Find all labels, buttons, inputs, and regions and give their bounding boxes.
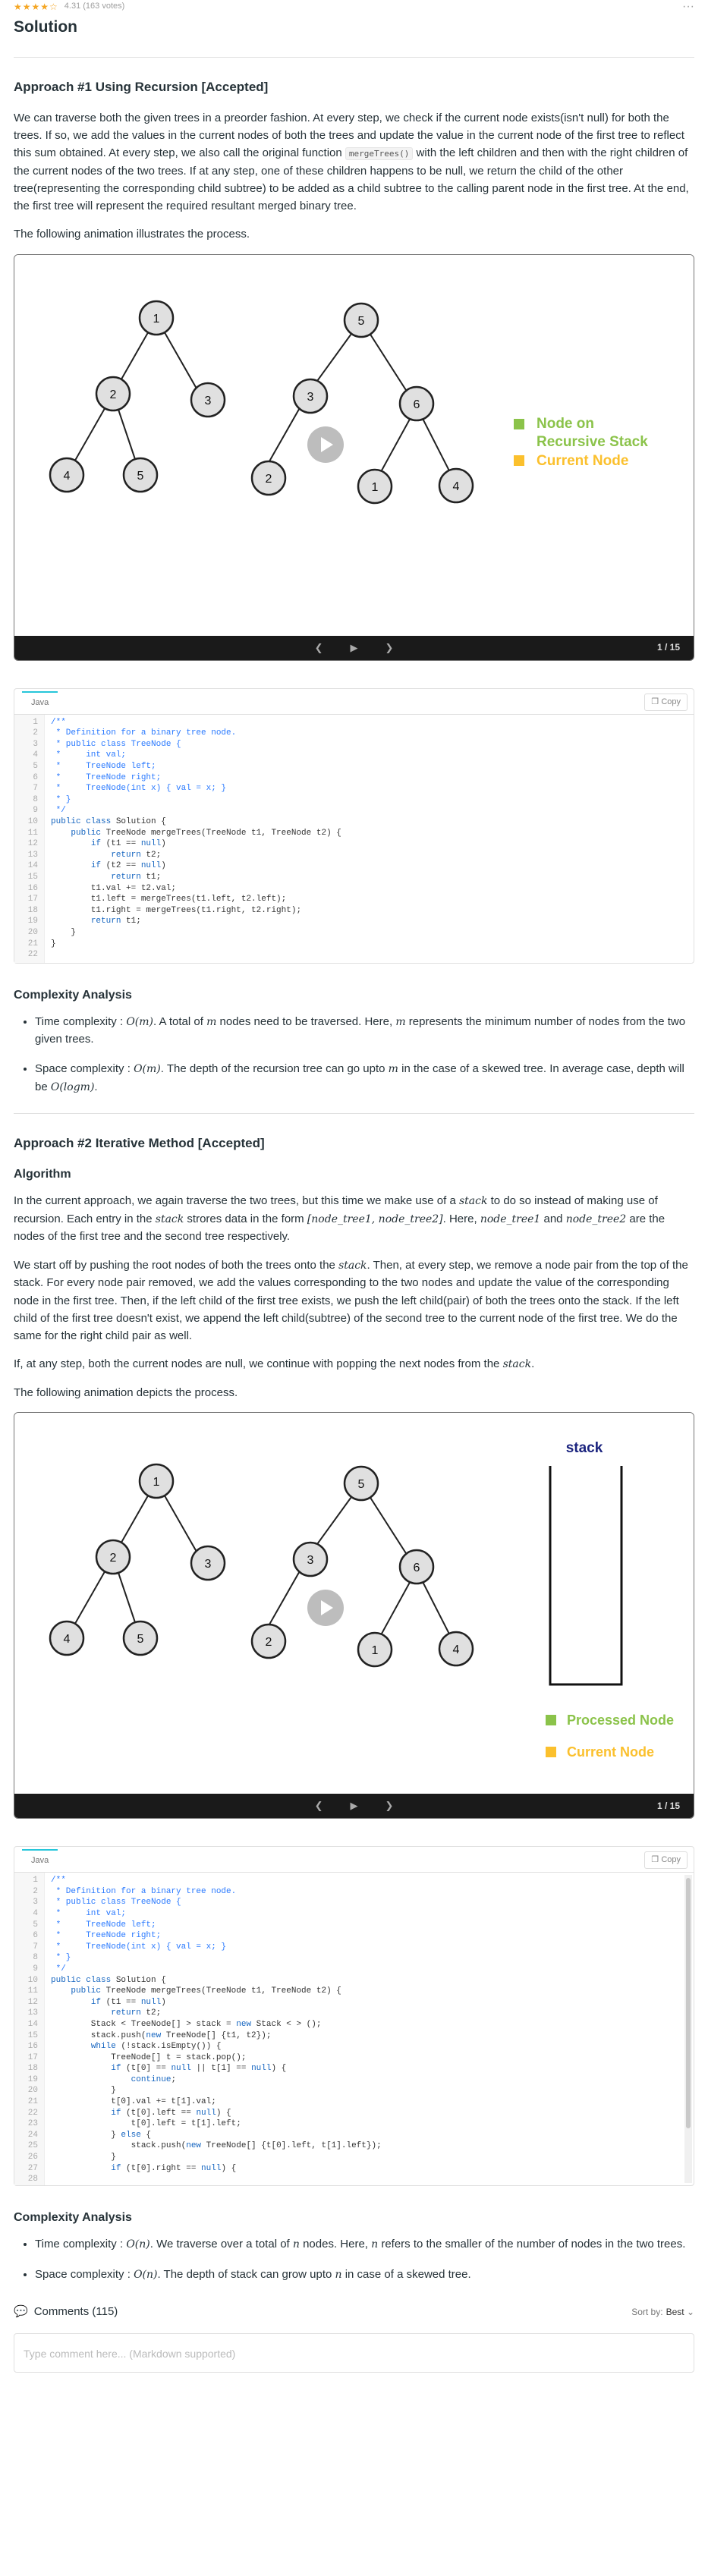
complexity-title-2: Complexity Analysis (14, 2211, 132, 2225)
more-options-icon[interactable]: ··· (682, 0, 694, 13)
merge-trees-code: mergeTrees() (345, 147, 414, 161)
approach2-paragraph-1: In the current approach, we again traver… (14, 1194, 666, 1244)
tree-animation-2: 1 2 3 4 5 5 3 6 2 1 4 stack Processed N (49, 1440, 674, 1760)
copy-button[interactable]: ❐ Copy (644, 1851, 688, 1870)
code-scrollbar[interactable] (684, 1875, 692, 2184)
frame-counter: 1 / 15 (656, 1800, 680, 1811)
tree1-node: 3 (205, 395, 212, 407)
rating-bar: ★★★★☆ 4.31 (163 votes) ··· (14, 0, 694, 14)
approach2-title: Approach #2 Iterative Method [Accepted] (14, 1135, 265, 1150)
rating-stars[interactable]: ★★★★☆ (14, 1, 58, 12)
tree1-node: 4 (64, 470, 71, 483)
tree-animation-1: 1 2 3 4 5 5 3 6 2 1 4 Node on Recursive … (49, 300, 648, 504)
tab-java[interactable]: Java (22, 1849, 58, 1872)
tree2-node: 3 (307, 391, 314, 404)
tree1-node: 4 (64, 1633, 71, 1646)
copy-button[interactable]: ❐ Copy (644, 693, 688, 711)
space-complexity-1: Space complexity : O(m). The depth of th… (35, 1060, 694, 1096)
tab-java[interactable]: Java (22, 690, 58, 714)
code-content: 1 2 3 4 5 6 7 8 9 10 11 12 13 14 15 16 17 18 19 20 21 22 23 24 2… (14, 1873, 694, 2186)
page-title: Solution (14, 18, 77, 36)
comments-header: 💬 Comments (115) Sort by: Best ⌄ (14, 2303, 694, 2320)
tree1-node: 1 (153, 313, 160, 326)
legend-recursive-stack-2: Recursive Stack (537, 434, 648, 450)
sort-dropdown[interactable]: Sort by: Best ⌄ (631, 2306, 694, 2317)
tree2-node: 3 (307, 1554, 314, 1567)
algorithm-title: Algorithm (14, 1168, 71, 1181)
time-complexity-2: Time complexity : O(n). We traverse over… (35, 2235, 694, 2254)
animation-controls-2: ❮ ▶ ❯ 1 / 15 (14, 1794, 694, 1819)
animation-canvas-1: 1 2 3 4 5 5 3 6 2 1 4 Node on Recursive … (14, 254, 694, 636)
approach2-paragraph-3: If, at any step, both the current nodes … (14, 1357, 535, 1371)
comment-input[interactable]: Type comment here... (Markdown supported… (14, 2332, 694, 2373)
legend-current-node: Current Node (567, 1744, 654, 1760)
legend-current-node: Current Node (537, 453, 628, 469)
tree2-node: 6 (414, 398, 420, 411)
legend-recursive-stack: Node on (537, 416, 594, 432)
play-icon[interactable]: ▶ (350, 1800, 358, 1812)
tree2-node: 6 (414, 1562, 420, 1574)
comments-icon: 💬 (14, 2305, 28, 2319)
tree2-node: 5 (358, 315, 365, 328)
animation-player-1: 1 2 3 4 5 5 3 6 2 1 4 Node on Recursive … (14, 253, 694, 661)
tree1-node: 2 (110, 1552, 117, 1565)
tree1-node: 3 (205, 1558, 212, 1571)
tree2-node: 2 (266, 1636, 272, 1649)
complexity-list-2: Time complexity : O(n). We traverse over… (35, 2235, 694, 2283)
complexity-list-1: Time complexity : O(m). A total of m nod… (35, 1013, 694, 1096)
legend-processed-node: Processed Node (567, 1713, 674, 1728)
tree1-node: 1 (153, 1476, 160, 1489)
tree1-node: 5 (137, 1633, 144, 1646)
rating-text: 4.31 (163 votes) (64, 2, 125, 11)
tree2-node: 1 (372, 1644, 379, 1657)
next-frame-icon[interactable]: ❯ (385, 641, 394, 653)
tree2-node: 4 (453, 1643, 460, 1656)
approach2-animation-intro: The following animation depicts the proc… (14, 1386, 238, 1399)
complexity-title-1: Complexity Analysis (14, 988, 132, 1002)
approach1-paragraph: We can traverse both the given trees in … (14, 111, 689, 213)
animation-controls-1: ❮ ▶ ❯ 1 / 15 (14, 635, 694, 660)
comments-count: Comments (115) (33, 2305, 118, 2319)
approach2-paragraph-2: We start off by pushing the root nodes o… (14, 1258, 688, 1343)
approach1-title: Approach #1 Using Recursion [Accepted] (14, 79, 269, 94)
next-frame-icon[interactable]: ❯ (385, 1800, 394, 1812)
code-block-2: Java ❐ Copy 1 2 3 4 5 6 7 8 9 10 11 12 13 14 15 16 17 18 1… (14, 1846, 694, 2187)
tree1-node: 5 (137, 470, 144, 483)
animation-player-2: 1 2 3 4 5 5 3 6 2 1 4 stack Processed N (14, 1412, 694, 1820)
prev-frame-icon[interactable]: ❮ (314, 1800, 323, 1812)
stack-label: stack (566, 1440, 603, 1456)
prev-frame-icon[interactable]: ❮ (314, 641, 323, 653)
divider (14, 1112, 694, 1114)
play-icon[interactable]: ▶ (350, 641, 358, 653)
tree1-node: 2 (110, 388, 117, 401)
chevron-down-icon: ⌄ (686, 2306, 694, 2317)
tree2-node: 5 (358, 1478, 365, 1491)
code-block-1: Java ❐ Copy 1 2 3 4 5 6 7 8 9 10 11 12 13 14 15 16 17 18 1… (14, 687, 694, 964)
stack-container (549, 1466, 623, 1686)
tree2-node: 1 (372, 481, 379, 494)
space-complexity-2: Space complexity : O(n). The depth of st… (35, 2266, 694, 2284)
divider (14, 56, 694, 58)
tree2-node: 2 (266, 473, 272, 486)
tree2-node: 4 (453, 480, 460, 493)
code-content: 1 2 3 4 5 6 7 8 9 10 11 12 13 14 15 16 17 18 19 20 21 22 /** … (14, 714, 694, 963)
time-complexity-1: Time complexity : O(m). A total of m nod… (35, 1013, 694, 1049)
frame-counter: 1 / 15 (656, 642, 680, 653)
animation-canvas-2: 1 2 3 4 5 5 3 6 2 1 4 stack Processed N (14, 1413, 694, 1794)
approach1-animation-intro: The following animation illustrates the … (14, 228, 250, 241)
